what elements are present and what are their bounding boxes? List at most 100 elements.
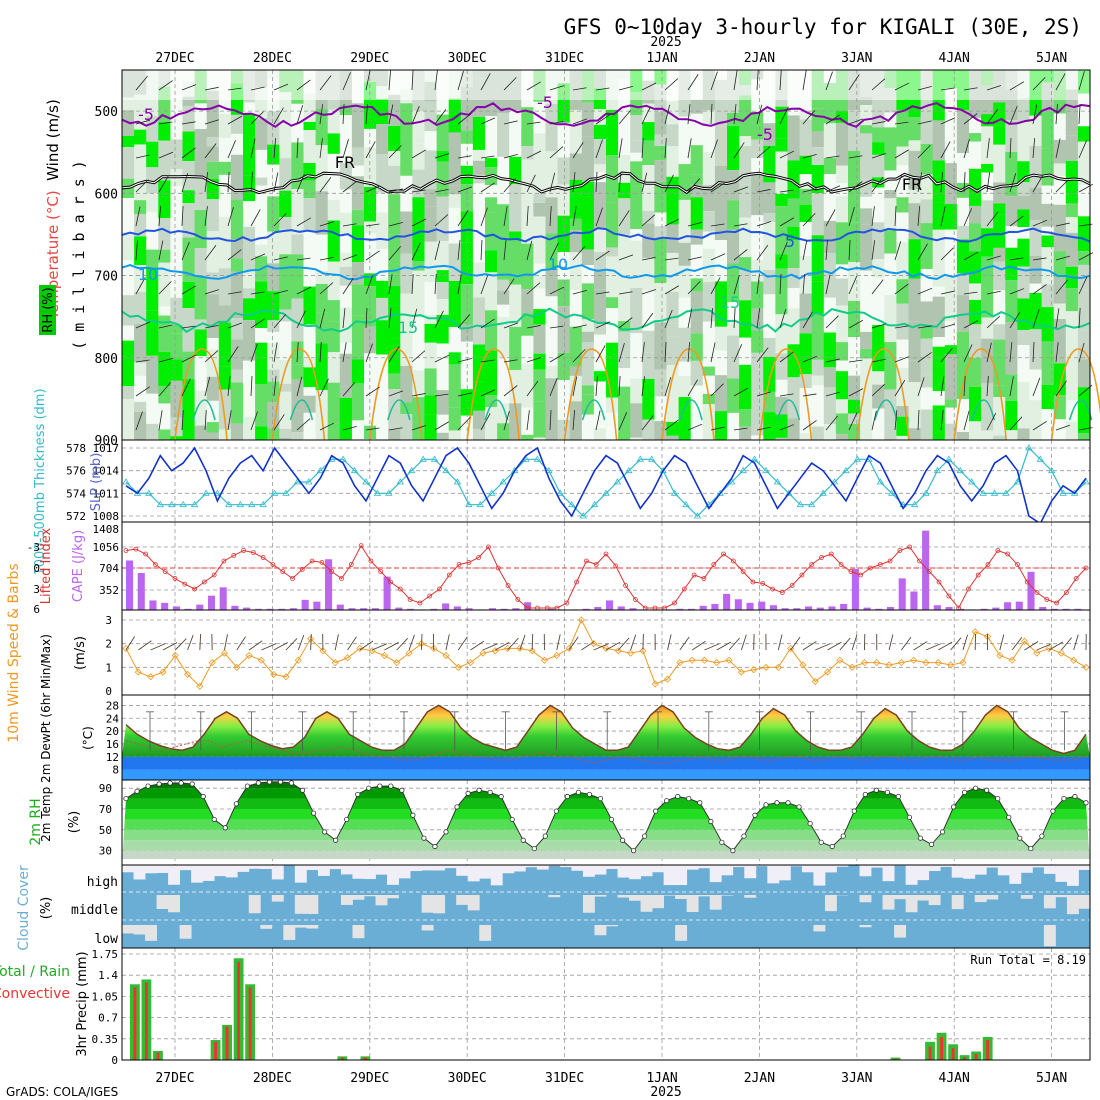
rh-shade — [739, 95, 752, 137]
wind-speed-point — [922, 659, 930, 667]
wind-barb — [227, 140, 236, 159]
wind-barb — [940, 172, 943, 193]
cloud-high-clear — [790, 865, 803, 867]
wind-barb — [641, 138, 644, 159]
rh-shade — [714, 375, 728, 412]
cloud-high-clear — [755, 865, 768, 867]
wind-barb — [434, 240, 441, 261]
cloud-high-clear — [271, 865, 284, 880]
rh-shade — [811, 235, 825, 282]
contour-label: 15 — [720, 293, 740, 312]
wind-barb — [181, 241, 190, 261]
rh-shade — [751, 139, 764, 159]
rh-shade — [569, 218, 583, 231]
wind-speed-point — [442, 651, 450, 660]
cloud-low-clear — [859, 925, 872, 928]
rh-shade — [158, 191, 171, 219]
cloud-low-clear — [306, 925, 319, 929]
rh-shade — [908, 278, 922, 322]
thickness-point — [796, 500, 804, 508]
pressure-tick-label: 600 — [95, 187, 118, 202]
cloud-high-clear — [917, 865, 930, 881]
li-point — [250, 550, 256, 555]
thickness-point — [990, 489, 999, 496]
cloud-level-middle: middle — [71, 903, 118, 918]
rh-shade — [134, 200, 147, 215]
wind-barb — [572, 118, 588, 125]
rh-point — [233, 801, 239, 807]
rh-shade — [206, 432, 220, 440]
rh-shade — [545, 103, 559, 152]
rh-point — [1039, 833, 1045, 839]
rh-point — [454, 804, 460, 810]
cloud-high-clear — [525, 865, 538, 868]
wind-barb — [802, 274, 806, 295]
rh-shade — [339, 252, 353, 267]
wind-barb — [365, 70, 371, 91]
rh-shade — [230, 239, 244, 259]
wind-barb — [641, 172, 648, 193]
wind-barb — [687, 423, 703, 431]
wind-barb — [250, 253, 266, 261]
wind-barb — [641, 376, 646, 397]
thickness-point — [636, 455, 644, 462]
rh-shade — [835, 278, 849, 306]
surface-wind-barb — [593, 643, 609, 651]
rh-shade — [1065, 437, 1079, 440]
rh-shade — [146, 310, 159, 356]
wind-barb — [480, 275, 488, 295]
wind-barb — [365, 250, 380, 261]
li-point — [868, 565, 873, 571]
surface-wind-barb — [334, 634, 339, 651]
wind-barb — [848, 412, 858, 431]
wind-barb — [618, 210, 630, 227]
rh-shade — [678, 361, 692, 376]
rh-shade — [751, 330, 764, 353]
date-label-bottom: 30DEC — [448, 1071, 487, 1086]
rh-shade — [787, 198, 801, 227]
rh-shade — [642, 330, 655, 353]
rh-shade — [702, 321, 716, 367]
wind-speed-point — [1045, 644, 1053, 652]
wind-barb — [1078, 342, 1085, 363]
rh-shade — [472, 183, 486, 220]
thickness-point — [1059, 489, 1067, 496]
cloud-low-clear — [294, 925, 307, 928]
wind-barb — [388, 221, 403, 227]
precip-tick: 1.05 — [92, 990, 119, 1003]
thickness-point — [956, 466, 964, 474]
wind-speed-point — [713, 659, 721, 667]
rh-shade — [739, 217, 752, 258]
wind-speed-point — [737, 668, 745, 676]
slp-tick: 1014 — [93, 465, 120, 478]
wind-barb — [549, 410, 552, 431]
wind-barb — [388, 104, 394, 125]
rh-shade — [763, 222, 776, 271]
wind-barb — [618, 254, 634, 261]
wind-barb — [733, 142, 745, 159]
wind-barb — [273, 107, 284, 125]
date-label-bottom: 28DEC — [253, 1071, 292, 1086]
wind-barb — [595, 114, 610, 125]
rh-shade — [243, 113, 256, 138]
rh-shade — [993, 125, 1006, 145]
li-point — [946, 593, 952, 599]
rh-shade — [351, 284, 365, 316]
wind-barb — [825, 358, 840, 363]
surface-wind-barb — [913, 641, 928, 651]
rh-band — [122, 840, 1090, 851]
rh-shade — [618, 123, 631, 155]
cloud-middle-clear — [156, 895, 169, 909]
cape-bar — [161, 602, 169, 610]
rh-shade — [969, 141, 982, 169]
rh-shade — [315, 283, 329, 313]
rh-shade — [581, 136, 595, 182]
wind-barb — [1078, 308, 1081, 329]
wind-barb — [549, 353, 565, 363]
rh-shade — [811, 281, 825, 314]
wind-barb — [388, 188, 403, 193]
rh-shade — [388, 274, 401, 287]
wind-barb — [365, 427, 380, 431]
rh-shade — [860, 224, 873, 271]
rh-shade — [327, 199, 341, 221]
